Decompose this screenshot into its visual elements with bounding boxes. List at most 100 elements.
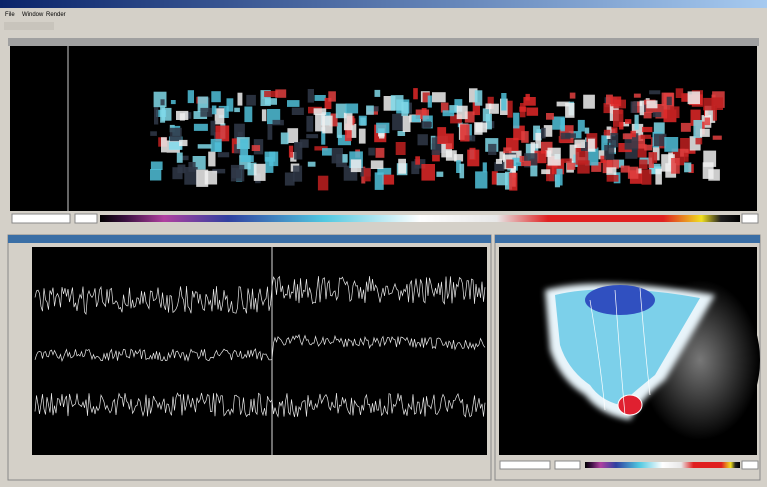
voxel	[681, 123, 691, 132]
voxel	[314, 108, 327, 115]
voxel	[287, 128, 298, 143]
voxel	[684, 153, 689, 162]
voxel	[375, 172, 384, 190]
voxel	[238, 132, 243, 136]
voxel	[179, 140, 187, 146]
voxel	[506, 160, 513, 169]
colorbar	[100, 215, 740, 222]
voxel	[488, 144, 496, 155]
voxel	[649, 90, 660, 94]
voxel	[642, 169, 652, 184]
voxel	[160, 106, 165, 122]
voxel	[604, 145, 614, 160]
voxel	[240, 139, 248, 156]
input-box[interactable]	[75, 214, 97, 223]
voxel	[322, 148, 332, 156]
voxel	[646, 100, 657, 108]
voxel	[346, 104, 359, 114]
voxel	[535, 133, 541, 149]
voxel	[496, 159, 502, 164]
menu-item[interactable]: Window	[22, 12, 44, 18]
voxel	[705, 118, 710, 126]
voxel	[308, 89, 314, 103]
menu-item[interactable]: File	[5, 12, 15, 18]
voxel	[546, 113, 554, 120]
voxel	[332, 148, 343, 163]
voxel	[574, 140, 585, 148]
voxel	[172, 167, 182, 179]
voxel	[208, 152, 215, 167]
voxel	[371, 160, 384, 169]
voxel	[483, 162, 487, 172]
voxel	[262, 109, 267, 121]
voxel	[541, 128, 546, 139]
voxel	[446, 150, 457, 160]
voxel	[513, 113, 519, 129]
voxel	[376, 123, 389, 133]
voxel	[676, 88, 684, 98]
colorbar	[585, 462, 740, 468]
voxel	[177, 153, 183, 163]
voxel	[634, 94, 641, 98]
voxel	[606, 167, 616, 175]
dropdown[interactable]	[500, 461, 550, 469]
voxel	[548, 148, 561, 166]
voxel	[530, 166, 537, 177]
voxel	[460, 164, 465, 179]
voxel	[252, 145, 260, 151]
voxel	[635, 115, 639, 130]
menu-item[interactable]: Render	[46, 12, 66, 18]
menu-bar: File Window Render	[5, 12, 66, 18]
voxel	[415, 156, 420, 164]
voxel	[418, 134, 428, 145]
voxel	[161, 137, 167, 152]
voxel	[273, 120, 284, 125]
voxel	[234, 124, 245, 139]
input-box[interactable]	[742, 461, 758, 469]
dropdown[interactable]	[12, 214, 70, 223]
voxel	[446, 134, 454, 150]
voxel	[670, 106, 679, 118]
voxel	[708, 169, 720, 181]
voxel	[359, 116, 367, 126]
voxel	[154, 107, 158, 124]
voxel	[460, 124, 469, 141]
voxel	[489, 104, 499, 114]
voxel	[382, 175, 394, 185]
voxel	[188, 90, 194, 103]
voxel	[151, 162, 163, 171]
voxel	[628, 167, 639, 179]
voxel	[351, 159, 362, 172]
voxel	[287, 100, 300, 107]
voxel	[366, 106, 374, 115]
voxel	[644, 145, 652, 151]
voxel	[328, 91, 336, 101]
voxel	[306, 134, 318, 138]
voxel	[359, 129, 366, 144]
voxel	[211, 121, 216, 136]
input-box[interactable]	[742, 214, 758, 223]
voxel	[292, 108, 304, 115]
voxel	[150, 169, 161, 181]
voxel	[413, 88, 418, 99]
voxel	[238, 93, 243, 106]
screen: File Window Render	[0, 0, 767, 487]
voxel	[585, 128, 590, 134]
voxel	[509, 173, 517, 191]
voxel	[667, 97, 672, 106]
voxel	[653, 112, 662, 117]
voxel	[631, 101, 638, 113]
input-box[interactable]	[555, 461, 580, 469]
voxel	[227, 98, 234, 111]
voxel	[428, 96, 432, 108]
voxel	[150, 131, 157, 136]
voxel	[713, 136, 722, 140]
voxel	[519, 107, 526, 112]
voxel	[194, 124, 208, 131]
voxel	[244, 107, 252, 123]
voxel	[396, 142, 406, 155]
voxel	[211, 91, 221, 102]
voxel	[700, 129, 710, 137]
voxel	[421, 164, 435, 181]
voxel	[640, 101, 645, 116]
